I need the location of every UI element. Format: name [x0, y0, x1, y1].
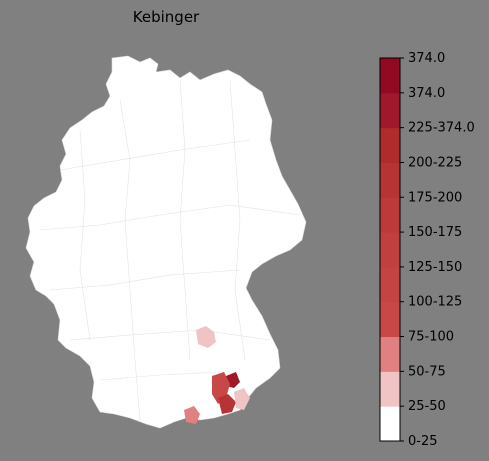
legend-bin — [380, 266, 400, 303]
legend-tick-label: 175-200 — [408, 190, 462, 205]
legend-border — [379, 57, 401, 442]
legend-tick-label: 150-175 — [408, 225, 462, 240]
legend-bin — [380, 162, 400, 198]
germany-choropleth-map — [25, 55, 307, 429]
legend-tick-label: 50-75 — [408, 364, 446, 379]
legend-tick-label: 200-225 — [408, 155, 462, 170]
legend-bin — [380, 371, 400, 407]
legend-tick-label: 374.0 — [408, 86, 445, 101]
legend-top-label: 374.0 — [408, 51, 445, 66]
legend-bin — [380, 197, 400, 233]
legend-bin — [380, 58, 400, 94]
legend-bin — [380, 301, 400, 338]
legend-tick-label: 75-100 — [408, 330, 454, 345]
legend-tick-label: 225-374.0 — [408, 121, 475, 136]
legend-bin — [380, 92, 400, 129]
legend-bin — [380, 232, 400, 268]
legend-bin — [380, 406, 400, 442]
legend-bin — [380, 336, 400, 372]
district-borders — [39, 79, 301, 421]
legend-bin — [380, 127, 400, 163]
legend-tick-label: 0-25 — [408, 434, 438, 449]
legend-tick-label: 25-50 — [408, 399, 446, 414]
map-title: Kebinger — [132, 8, 200, 26]
region-a — [196, 326, 216, 348]
region-f — [184, 406, 200, 424]
region-d — [218, 394, 236, 414]
legend-tick-label: 125-150 — [408, 260, 462, 275]
legend-tick-label: 100-125 — [408, 295, 462, 310]
region-e — [234, 388, 250, 410]
